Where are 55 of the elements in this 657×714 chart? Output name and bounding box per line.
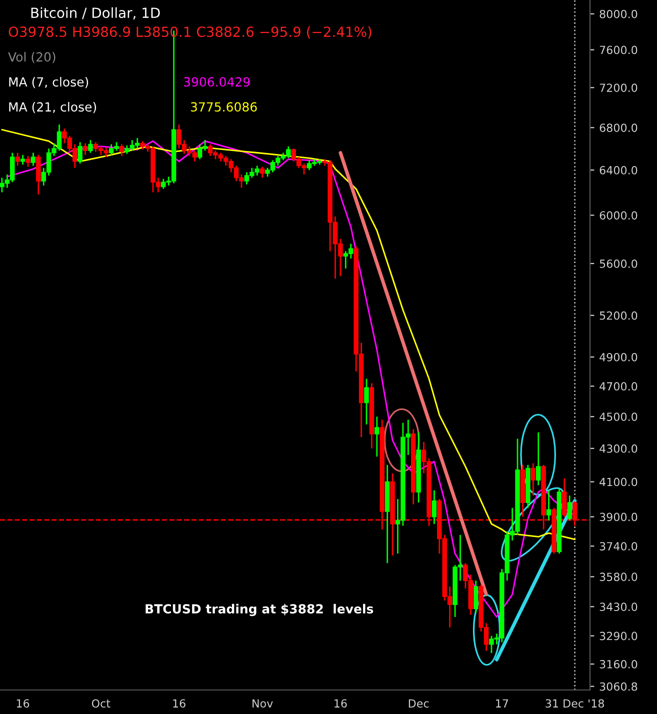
y-tick-label: 3160.0 [600,660,638,668]
y-tick-label: 7200.0 [600,84,638,92]
x-tick-label: 16 [16,699,30,708]
x-tick-label: Nov [252,699,273,708]
x-tick-label: 16 [173,699,186,708]
candlestick [26,155,30,168]
candlestick [473,580,478,614]
x-tick-label: Oct [92,699,110,708]
y-tick-label: 6400.0 [600,166,638,174]
annotation: MA (7, close) [9,76,88,88]
x-tick-label: Dec [408,699,429,708]
candlestick [546,490,552,522]
y-tick-label: 6800.0 [600,124,638,132]
x-tick-label: 17 [496,699,508,708]
y-tick-label: 4100.0 [600,478,638,486]
candlestick [562,478,567,518]
y-tick-label: 3430.0 [600,602,638,612]
candlestick [536,432,541,486]
text: O3978.5 H3986.9 L3850.1 C3882.6 −95.9 (−2.41%) [8,26,372,39]
y-tick-label: 5600.0 [600,260,638,268]
annotation: 3906.0429 [184,77,250,87]
candlestick [260,166,265,178]
candlestick [82,142,88,156]
candlestick [20,154,26,166]
candlestick [530,462,536,496]
y-tick-label: 8000.0 [600,10,638,18]
y-tick-label: 3580.0 [600,572,638,582]
annotation: MA (21, close) [9,102,96,114]
chart-title: Bitcoin / Dollar, 1D [31,7,160,20]
candlestick [364,378,369,426]
y-tick-label: 3740.0 [600,542,638,550]
candlestick [78,141,82,164]
y-tick-label: 5200.0 [600,311,638,320]
y-tick-label: 3900.0 [600,512,638,522]
x-tick-label: 16 [334,699,347,708]
candlestick [15,152,20,166]
candlestick [432,490,437,525]
y-tick-label: 4500.0 [600,412,638,421]
candlestick [567,494,572,522]
line-series [1,128,576,540]
candlestick [119,144,124,157]
candlestick [88,139,93,154]
y-tick-label: 4700.0 [600,382,638,391]
y-tick-label: 3060.8 [600,682,638,691]
y-tick-label: 4300.0 [600,444,638,453]
candlestick [374,416,380,458]
y-tick-label: 6000.0 [600,211,638,220]
annotation: Vol (20) [8,52,56,64]
y-tick-label: 4900.0 [600,352,638,362]
x-tick-label: 31 Dec '18 [546,699,604,708]
candlestick [30,152,36,166]
annotation: 3775.6086 [190,102,257,112]
y-tick-label: 7600.0 [600,46,638,54]
annotation: BTCUSD trading at $3882 levels [146,604,374,616]
y-tick-label: 3290.0 [600,632,638,640]
